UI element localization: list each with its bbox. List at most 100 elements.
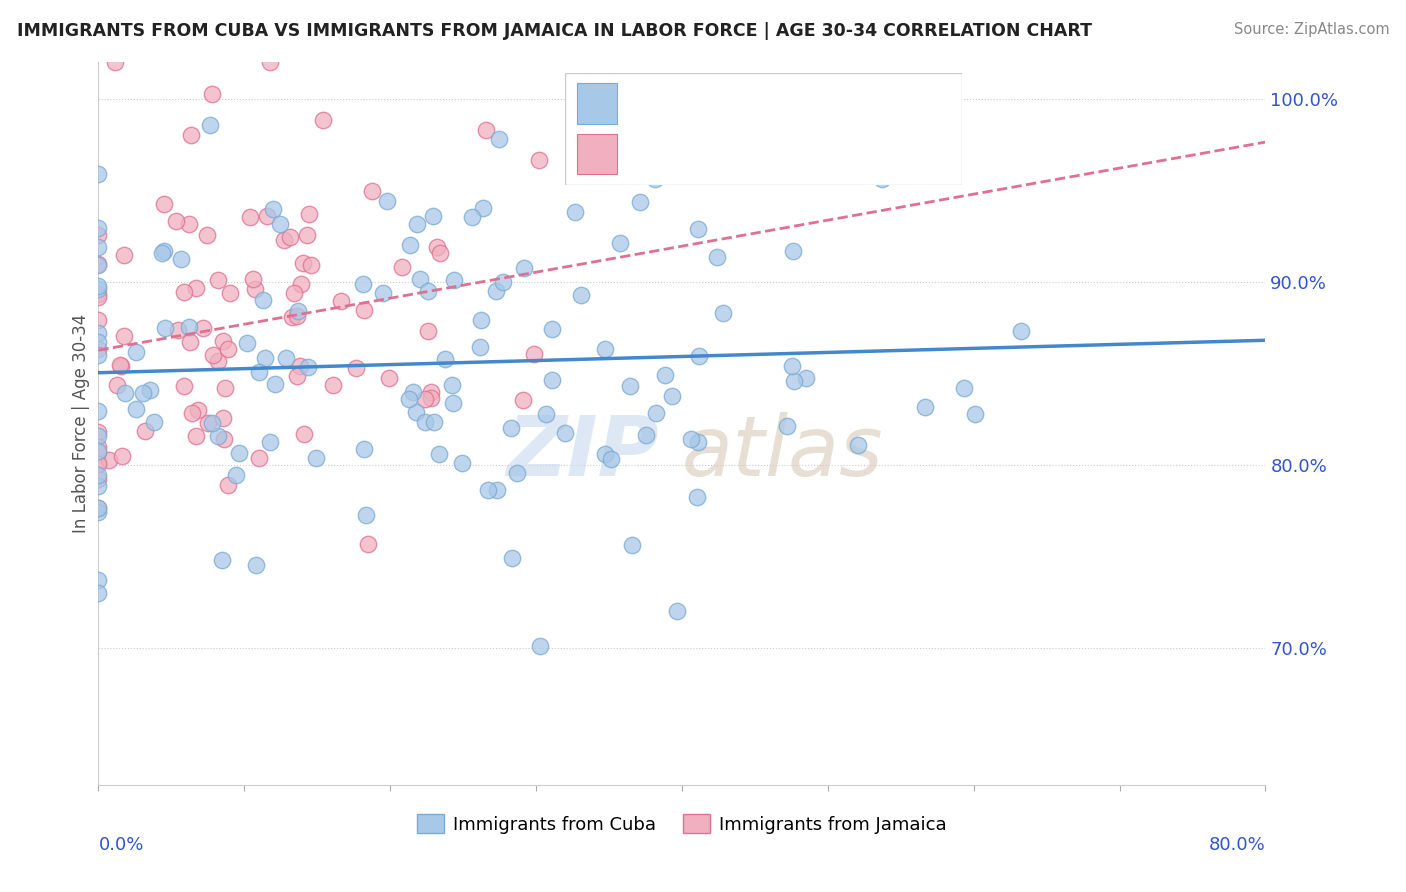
Point: [290, 277, 312, 291]
Point: [914, 400, 936, 414]
Point: [184, 428, 207, 442]
Point: [413, 392, 436, 406]
Point: [125, 402, 148, 417]
Point: [87, 501, 110, 516]
Point: [644, 172, 666, 186]
Point: [259, 55, 281, 70]
Point: [963, 407, 986, 421]
Point: [236, 335, 259, 350]
Point: [228, 446, 250, 460]
Point: [110, 359, 132, 373]
Point: [402, 384, 425, 399]
Point: [132, 386, 155, 401]
Text: ZIP: ZIP: [506, 412, 658, 493]
Point: [173, 285, 195, 299]
Point: [87, 425, 110, 439]
Point: [87, 342, 110, 356]
Point: [688, 221, 710, 235]
Point: [353, 302, 375, 317]
Point: [186, 281, 208, 295]
Point: [281, 310, 304, 324]
Point: [686, 434, 709, 449]
Point: [506, 466, 529, 480]
Point: [628, 194, 651, 209]
Point: [299, 258, 322, 272]
Point: [87, 279, 110, 293]
Point: [870, 171, 893, 186]
Point: [225, 468, 247, 483]
Point: [211, 334, 233, 349]
Point: [87, 444, 110, 458]
Point: [291, 256, 314, 270]
Point: [87, 240, 110, 254]
Point: [202, 348, 225, 362]
Point: [426, 240, 449, 254]
Point: [87, 257, 110, 271]
Point: [259, 435, 281, 450]
Point: [686, 490, 709, 504]
Point: [416, 324, 439, 338]
Point: [87, 348, 110, 362]
Point: [288, 359, 311, 373]
Point: [450, 456, 472, 470]
Point: [87, 326, 110, 340]
Point: [287, 369, 309, 384]
Point: [405, 404, 427, 418]
Text: IMMIGRANTS FROM CUBA VS IMMIGRANTS FROM JAMAICA IN LABOR FORCE | AGE 30-34 CORRE: IMMIGRANTS FROM CUBA VS IMMIGRANTS FROM …: [17, 22, 1092, 40]
Point: [361, 184, 384, 198]
Point: [609, 235, 631, 250]
Point: [540, 321, 562, 335]
Point: [207, 272, 229, 286]
Point: [470, 313, 492, 327]
Point: [644, 406, 666, 420]
Point: [87, 259, 110, 273]
Point: [217, 343, 239, 357]
Point: [399, 238, 422, 252]
Point: [460, 210, 482, 224]
Point: [754, 145, 776, 159]
Point: [541, 373, 564, 387]
Text: Source: ZipAtlas.com: Source: ZipAtlas.com: [1233, 22, 1389, 37]
Point: [278, 230, 301, 244]
Point: [214, 432, 236, 446]
Point: [152, 196, 174, 211]
Point: [139, 383, 162, 397]
Point: [297, 359, 319, 374]
Text: 0.0%: 0.0%: [98, 836, 143, 854]
Point: [254, 351, 277, 365]
Point: [252, 293, 274, 307]
Point: [405, 217, 427, 231]
Point: [352, 277, 374, 292]
Point: [647, 138, 669, 153]
Point: [501, 421, 523, 435]
Point: [371, 286, 394, 301]
Point: [153, 244, 176, 258]
Point: [776, 419, 799, 434]
Point: [165, 214, 187, 228]
Text: atlas: atlas: [682, 412, 883, 493]
Point: [218, 285, 240, 300]
Point: [180, 128, 202, 142]
Point: [150, 246, 173, 260]
Point: [87, 313, 110, 327]
Point: [177, 217, 200, 231]
Point: [553, 425, 575, 440]
Point: [344, 360, 367, 375]
Point: [477, 483, 499, 497]
Point: [322, 378, 344, 392]
Point: [269, 217, 291, 231]
Point: [681, 433, 703, 447]
Point: [114, 385, 136, 400]
Point: [87, 227, 110, 242]
Point: [422, 209, 444, 223]
Point: [239, 210, 262, 224]
Point: [354, 508, 377, 523]
Point: [112, 328, 135, 343]
Point: [167, 323, 190, 337]
Point: [305, 451, 328, 466]
Point: [200, 118, 222, 132]
Point: [501, 551, 523, 566]
Point: [247, 365, 270, 379]
Point: [170, 252, 193, 266]
Point: [599, 452, 621, 467]
